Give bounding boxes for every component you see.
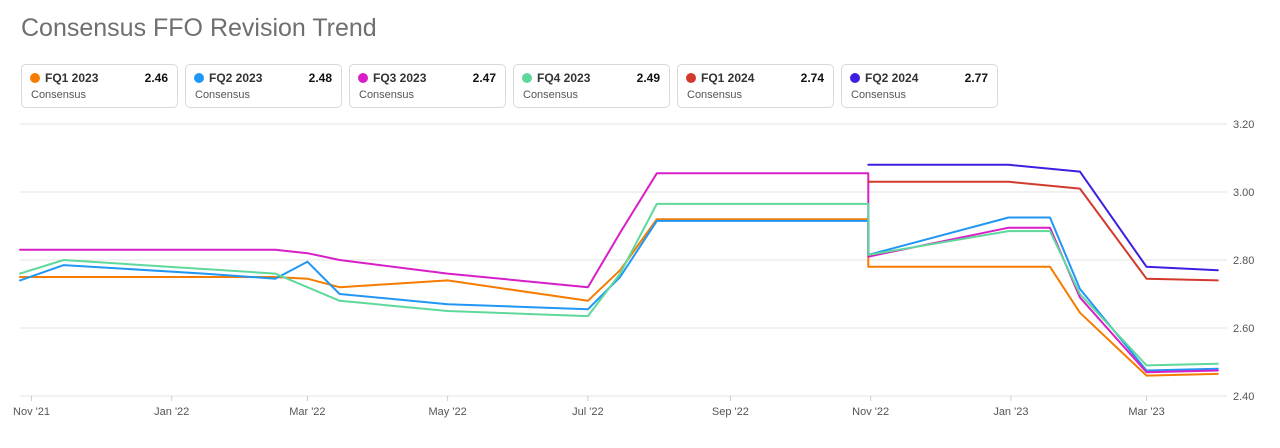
legend-series-value: 2.77: [964, 71, 988, 85]
series-line-fq1-2024: [867, 180, 1219, 282]
x-tick-label: Jan '23: [993, 406, 1028, 418]
legend-series-caption: Consensus: [31, 89, 87, 101]
x-tick-label: Nov '21: [13, 406, 50, 418]
legend-card-fq2-2023[interactable]: FQ2 2023 2.48 Consensus: [185, 64, 342, 108]
series-color-dot: [30, 73, 40, 83]
legend-series-caption: Consensus: [687, 89, 743, 101]
legend-series-value: 2.49: [636, 71, 660, 85]
series-color-dot: [522, 73, 532, 83]
legend: FQ1 2023 2.46 Consensus FQ2 2023 2.48 Co…: [21, 64, 998, 108]
x-tick-label: May '22: [429, 406, 467, 418]
series-color-dot: [850, 73, 860, 83]
series-color-dot: [194, 73, 204, 83]
legend-series-caption: Consensus: [523, 89, 579, 101]
legend-series-value: 2.48: [308, 71, 332, 85]
legend-series-name: FQ4 2023: [537, 71, 591, 85]
series-line-fq2-2023: [19, 216, 1219, 372]
legend-card-fq1-2024[interactable]: FQ1 2024 2.74 Consensus: [677, 64, 834, 108]
y-tick-label: 2.40: [1233, 391, 1254, 403]
legend-series-value: 2.47: [472, 71, 496, 85]
x-tick-label: Mar '23: [1128, 406, 1164, 418]
x-tick-label: Jan '22: [154, 406, 189, 418]
y-tick-label: 3.00: [1233, 187, 1254, 199]
series-color-dot: [686, 73, 696, 83]
x-tick-label: Mar '22: [289, 406, 325, 418]
y-tick-label: 3.20: [1233, 119, 1254, 131]
series-line-fq2-2024: [867, 163, 1219, 272]
legend-series-caption: Consensus: [359, 89, 415, 101]
legend-series-caption: Consensus: [851, 89, 907, 101]
legend-series-name: FQ1 2023: [45, 71, 99, 85]
legend-card-fq2-2024[interactable]: FQ2 2024 2.77 Consensus: [841, 64, 998, 108]
legend-series-name: FQ3 2023: [373, 71, 427, 85]
x-tick-label: Nov '22: [852, 406, 889, 418]
y-tick-label: 2.60: [1233, 323, 1254, 335]
series-color-dot: [358, 73, 368, 83]
series-line-fq1-2023: [19, 218, 1219, 377]
legend-series-name: FQ1 2024: [701, 71, 755, 85]
x-tick-label: Jul '22: [572, 406, 603, 418]
series-line-fq4-2023: [19, 202, 1219, 367]
legend-card-fq1-2023[interactable]: FQ1 2023 2.46 Consensus: [21, 64, 178, 108]
y-tick-label: 2.80: [1233, 255, 1254, 267]
legend-series-name: FQ2 2024: [865, 71, 919, 85]
legend-series-value: 2.46: [144, 71, 168, 85]
legend-series-name: FQ2 2023: [209, 71, 263, 85]
legend-card-fq3-2023[interactable]: FQ3 2023 2.47 Consensus: [349, 64, 506, 108]
x-tick-label: Sep '22: [712, 406, 749, 418]
legend-card-fq4-2023[interactable]: FQ4 2023 2.49 Consensus: [513, 64, 670, 108]
legend-series-caption: Consensus: [195, 89, 251, 101]
chart-title: Consensus FFO Revision Trend: [21, 14, 377, 42]
legend-series-value: 2.74: [800, 71, 824, 85]
